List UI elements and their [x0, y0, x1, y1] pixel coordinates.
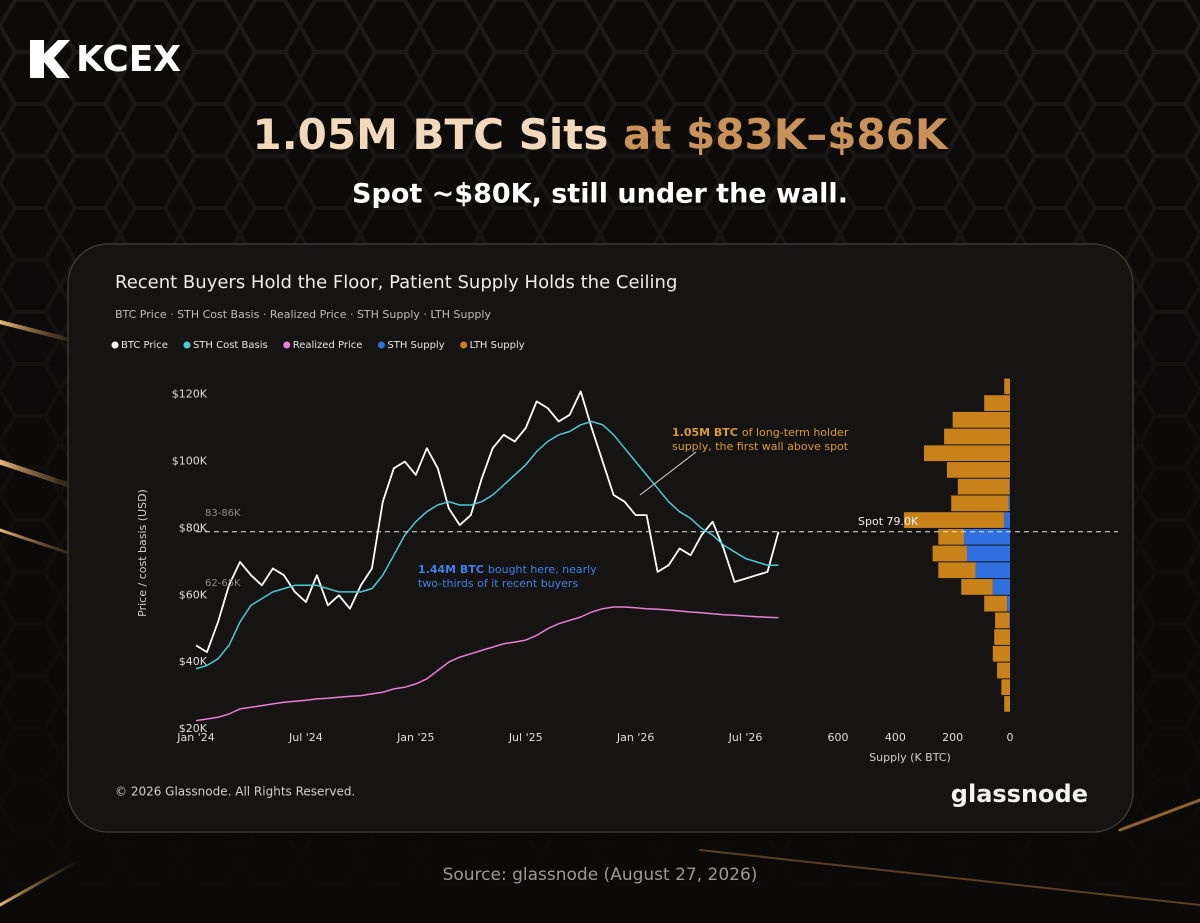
card — [67, 243, 1134, 833]
spot-label: Spot 79.0K — [858, 515, 919, 528]
x2-tick-label: 600 — [828, 731, 849, 744]
supply-bar — [924, 445, 1010, 462]
supply-bar — [951, 495, 1009, 512]
y-axis-title: Price / cost basis (USD) — [136, 489, 149, 617]
subheadline: Spot ~$80K, still under the wall. — [352, 179, 848, 210]
supply-bar — [1004, 378, 1010, 395]
legend-swatch — [460, 341, 468, 349]
legend-swatch — [283, 341, 291, 349]
supply-bar — [984, 595, 1008, 612]
x-tick-label: Jul '26 — [728, 731, 763, 744]
y-tick-label: $80K — [179, 521, 208, 534]
logo-text: KCEX — [76, 39, 181, 80]
legend-label: BTC Price — [121, 340, 168, 351]
x-tick-label: Jul '24 — [288, 731, 323, 744]
supply-bar — [1009, 612, 1010, 629]
supply-bar — [997, 662, 1010, 679]
copyright: © 2026 Glassnode. All Rights Reserved. — [115, 785, 355, 799]
supply-bar — [992, 645, 1010, 662]
logo-icon — [30, 40, 70, 78]
x-tick-label: Jan '25 — [396, 731, 434, 744]
supply-bar — [961, 579, 993, 595]
supply-bar — [995, 612, 1010, 629]
supply-bar — [938, 528, 965, 545]
supply-bar — [1001, 679, 1010, 696]
annotation-text: supply, the first wall above spot — [672, 440, 849, 453]
supply-bar — [903, 512, 1005, 528]
x2-axis-title: Supply (K BTC) — [869, 751, 951, 764]
y-tick-label: $40K — [179, 655, 208, 668]
supply-bar — [938, 562, 976, 579]
y-tick-label: $120K — [172, 388, 208, 401]
x-tick-label: Jan '24 — [176, 731, 214, 744]
supply-bar — [992, 579, 1010, 595]
series-line — [195, 390, 780, 653]
supply-bar — [1004, 696, 1010, 712]
range-label: 62-65K — [205, 578, 241, 589]
range-label: 83-86K — [205, 508, 241, 519]
annotation-arrow — [639, 451, 697, 496]
supply-bar — [1004, 512, 1010, 528]
legend-label: LTH Supply — [470, 340, 525, 351]
supply-bar — [944, 428, 1010, 445]
annotation-text: of long-term holder — [742, 426, 849, 439]
supply-bar — [957, 478, 1010, 495]
y-tick-label: $20K — [179, 722, 208, 735]
series-line — [195, 606, 779, 722]
supply-bar — [967, 545, 1010, 562]
supply-bar — [946, 462, 1010, 478]
supply-bar — [1007, 595, 1010, 612]
chart-subtitle: BTC Price · STH Cost Basis · Realized Pr… — [115, 308, 491, 321]
y-tick-label: $60K — [179, 588, 208, 601]
supply-bar — [1009, 478, 1010, 495]
series-line — [195, 420, 779, 670]
legend-swatch — [111, 341, 119, 349]
supply-bar — [994, 629, 1010, 645]
headline-lead: 1.05M BTC Sits — [253, 110, 609, 159]
supply-bar — [975, 562, 1010, 579]
y-tick-label: $100K — [172, 455, 208, 468]
headline-highlight: at $83K–$86K — [623, 110, 949, 159]
legend-label: STH Cost Basis — [193, 340, 268, 351]
x2-tick-label: 200 — [942, 731, 963, 744]
legend-swatch — [377, 341, 385, 349]
headline: 1.05M BTC Sits at $83K–$86K — [253, 110, 949, 159]
x2-tick-label: 400 — [885, 731, 906, 744]
supply-bar — [1008, 495, 1010, 512]
legend-label: Realized Price — [293, 340, 363, 351]
supply-bar — [964, 528, 1010, 545]
chart-title: Recent Buyers Hold the Floor, Patient Su… — [115, 272, 677, 293]
annotation-bold: 1.44M BTC — [418, 563, 484, 576]
legend-label: STH Supply — [387, 340, 444, 351]
annotation-bold: 1.05M BTC — [672, 426, 738, 439]
x-tick-label: Jan '26 — [616, 731, 654, 744]
annotation: 1.44M BTC bought here, nearly — [418, 563, 597, 576]
x2-tick-label: 0 — [1007, 731, 1014, 744]
legend-swatch — [183, 341, 191, 349]
annotation-text: two-thirds of it recent buyers — [418, 577, 578, 590]
annotation-text: bought here, nearly — [488, 563, 597, 576]
logo: KCEX — [30, 39, 181, 80]
supply-bar — [984, 395, 1010, 411]
source: Source: glassnode (August 27, 2026) — [443, 865, 758, 885]
glassnode-logo: glassnode — [951, 780, 1088, 808]
annotation: 1.05M BTC of long-term holder — [672, 426, 849, 439]
supply-bar — [932, 545, 967, 562]
supply-bar — [952, 411, 1010, 428]
x-tick-label: Jul '25 — [508, 731, 543, 744]
